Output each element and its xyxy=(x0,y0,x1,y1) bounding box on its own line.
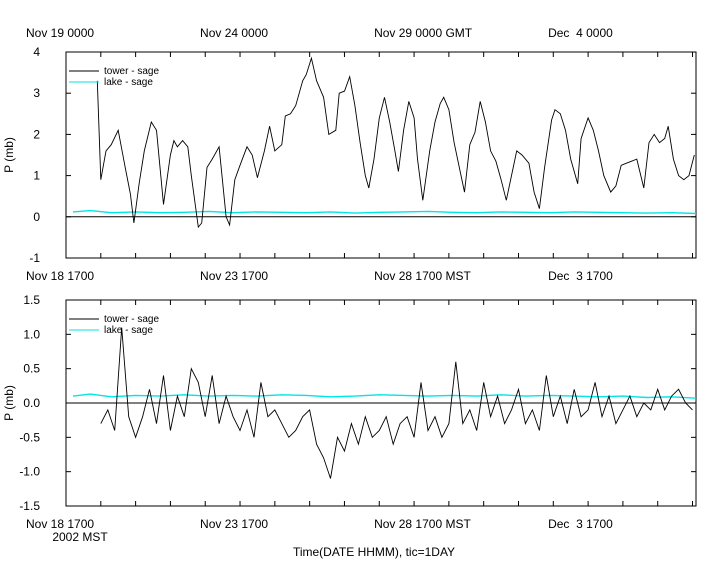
legend-label: lake - sage xyxy=(104,325,153,336)
y-axis-label: P (mb) xyxy=(2,137,16,173)
bottom-tick-label: Nov 23 1700 xyxy=(200,269,268,283)
legend-label: lake - sage xyxy=(104,77,153,88)
y-axis-label: P (mb) xyxy=(2,385,16,421)
bottom-tick-label: Nov 28 1700 MST xyxy=(374,517,471,531)
y-tick-label: 1.5 xyxy=(23,293,40,307)
legend-label: tower - sage xyxy=(104,314,159,325)
bottom-tick-label: Nov 28 1700 MST xyxy=(374,269,471,283)
bottom-tick-label: Nov 23 1700 xyxy=(200,517,268,531)
y-tick-label: -0.5 xyxy=(19,430,40,444)
y-tick-label: 2 xyxy=(33,127,40,141)
plot-frame xyxy=(65,51,697,259)
bottom-tick-label: Dec 3 1700 xyxy=(548,269,613,283)
top-tick-label: Nov 29 0000 GMT xyxy=(374,26,473,40)
bottom-panel: -1.5 -1.0 -0.5 0.0 0.5 1.0 1.5 P (mb) Nov 18 170… xyxy=(2,293,697,531)
year-label: 2002 MST xyxy=(52,530,108,544)
y-tick-label: 4 xyxy=(33,45,40,59)
legend-label: tower - sage xyxy=(104,66,159,77)
top-tick-label: Nov 19 0000 xyxy=(26,26,94,40)
top-tick-label: Nov 24 0000 xyxy=(200,26,268,40)
bottom-tick-label: Dec 3 1700 xyxy=(548,517,613,531)
series-line-lake-sage xyxy=(72,393,696,399)
y-tick-label: 0.5 xyxy=(23,362,40,376)
y-tick-label: -1.0 xyxy=(19,465,40,479)
x-axis-label: Time(DATE HHMM), tic=1DAY xyxy=(293,545,455,559)
series-line-tower-sage xyxy=(100,327,693,479)
top-panel: -1 0 1 2 3 4 P (mb) Nov 19 0000 Nov 24 0000 Nov 2… xyxy=(2,26,697,283)
series-line-tower-sage xyxy=(96,56,695,229)
y-tick-label: 0 xyxy=(33,210,40,224)
bottom-tick-label: Nov 18 1700 xyxy=(26,269,94,283)
y-tick-label: 3 xyxy=(33,86,40,100)
y-tick-label: 0.0 xyxy=(23,396,40,410)
y-tick-label: 1.0 xyxy=(23,327,40,341)
series-line-lake-sage xyxy=(72,209,696,215)
y-tick-label: 1 xyxy=(33,169,40,183)
bottom-tick-label: Nov 18 1700 xyxy=(26,517,94,531)
top-tick-label: Dec 4 0000 xyxy=(548,26,613,40)
y-tick-label: -1 xyxy=(29,251,40,265)
y-tick-label: -1.5 xyxy=(19,499,40,513)
